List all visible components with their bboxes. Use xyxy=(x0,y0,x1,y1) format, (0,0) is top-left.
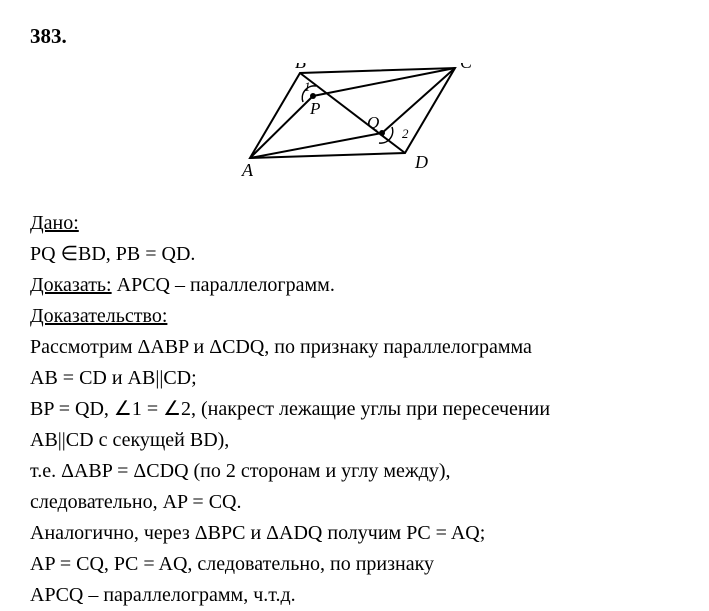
diagram-container: A B C D P Q 1 2 xyxy=(30,63,679,193)
proof-l5: т.е. ΔABP = ΔCDQ (по 2 сторонам и углу м… xyxy=(30,456,679,487)
svg-text:Q: Q xyxy=(367,113,379,132)
svg-text:B: B xyxy=(295,63,306,72)
proof-l4: AB||CD с секущей BD), xyxy=(30,425,679,456)
parallelogram-diagram: A B C D P Q 1 2 xyxy=(230,63,480,193)
proof-l3: BP = QD, ∠1 = ∠2, (накрест лежащие углы … xyxy=(30,394,679,425)
problem-number: 383. xyxy=(30,20,679,53)
svg-text:2: 2 xyxy=(402,126,409,141)
proof-l8: AP = CQ, PC = AQ, следовательно, по приз… xyxy=(30,549,679,580)
proof-l9: APCQ – параллелограмм, ч.т.д. xyxy=(30,580,679,611)
proof-l6: следовательно, AP = CQ. xyxy=(30,487,679,518)
diagram-svg: A B C D P Q 1 2 xyxy=(230,63,480,183)
given-condition: PQ ∈BD, PB = QD. xyxy=(30,239,679,270)
svg-text:C: C xyxy=(460,63,473,72)
given-label-line: Дано: xyxy=(30,208,679,239)
svg-text:D: D xyxy=(414,152,428,172)
svg-text:1: 1 xyxy=(304,79,311,94)
proof-l7: Аналогично, через ΔBPC и ΔADQ получим PC… xyxy=(30,518,679,549)
svg-text:P: P xyxy=(309,99,320,118)
proof-label-line: Доказательство: xyxy=(30,301,679,332)
prove-label: Доказать: xyxy=(30,274,112,296)
given-label: Дано: xyxy=(30,212,79,234)
prove-text: APCQ – параллелограмм. xyxy=(112,274,335,296)
proof-label: Доказательство: xyxy=(30,305,167,327)
svg-text:A: A xyxy=(241,160,254,180)
proof-l1: Рассмотрим ΔABP и ΔCDQ, по признаку пара… xyxy=(30,332,679,363)
prove-line: Доказать: APCQ – параллелограмм. xyxy=(30,270,679,301)
proof-l2: AB = CD и AB||CD; xyxy=(30,363,679,394)
